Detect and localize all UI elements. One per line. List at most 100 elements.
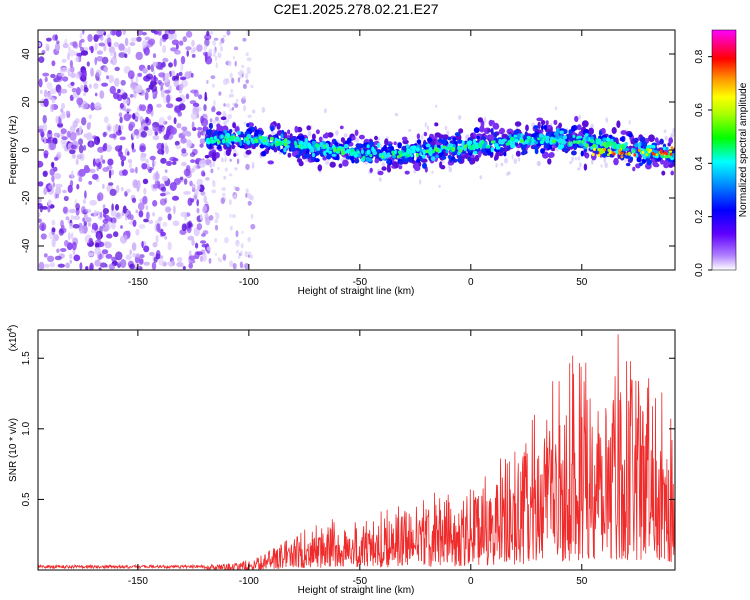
noise-speckle — [41, 206, 48, 210]
signal-mark — [481, 139, 485, 145]
signal-mark — [350, 151, 354, 157]
signal-mark — [582, 138, 585, 142]
noise-speckle — [117, 261, 122, 267]
signal-mark — [648, 134, 655, 142]
signal-mark — [452, 158, 458, 163]
noise-speckle — [102, 204, 106, 210]
signal-mark — [377, 142, 380, 149]
signal-mark — [396, 155, 400, 159]
signal-mark — [368, 141, 375, 147]
noise-speckle — [57, 123, 63, 127]
noise-speckle — [175, 97, 183, 102]
noise-speckle — [122, 205, 127, 214]
noise-speckle — [223, 34, 226, 39]
noise-speckle — [161, 175, 169, 182]
noise-speckle — [230, 88, 234, 93]
signal-mark — [457, 139, 463, 144]
signal-halo-speckle — [408, 129, 412, 132]
noise-speckle — [127, 46, 131, 55]
signal-mark — [632, 149, 635, 154]
noise-speckle — [147, 64, 151, 71]
signal-halo-speckle — [458, 114, 462, 120]
signal-hot-mark — [628, 152, 631, 156]
noise-speckle — [247, 200, 252, 206]
noise-speckle — [120, 79, 126, 86]
noise-speckle — [39, 205, 43, 213]
noise-speckle — [129, 42, 136, 46]
noise-speckle — [40, 233, 47, 240]
signal-halo-speckle — [605, 117, 609, 123]
noise-speckle — [80, 47, 84, 52]
signal-hot-mark — [603, 148, 606, 152]
noise-speckle — [99, 262, 108, 268]
noise-speckle — [165, 207, 171, 212]
signal-mark — [437, 138, 443, 143]
signal-mark — [557, 144, 563, 150]
noise-speckle — [181, 161, 187, 167]
x-tick-label: -100 — [239, 277, 259, 288]
signal-mark — [278, 141, 283, 147]
signal-mark — [490, 128, 494, 135]
signal-mark — [354, 129, 359, 136]
signal-mark — [625, 162, 631, 167]
noise-speckle — [88, 237, 94, 244]
noise-speckle — [247, 251, 252, 255]
noise-speckle — [93, 82, 99, 90]
signal-mark — [287, 129, 291, 135]
signal-mark — [646, 159, 652, 166]
signal-mark — [559, 130, 564, 135]
noise-speckle — [132, 113, 136, 120]
signal-mark — [430, 156, 436, 162]
noise-speckle — [152, 184, 158, 189]
signal-mark — [270, 142, 274, 147]
noise-speckle — [99, 211, 103, 218]
noise-speckle — [43, 187, 48, 195]
signal-mark — [533, 125, 539, 130]
signal-mark — [545, 135, 550, 140]
signal-mark — [406, 148, 410, 154]
noise-speckle — [121, 160, 125, 167]
signal-mark — [233, 153, 237, 157]
signal-mark — [457, 145, 462, 151]
noise-speckle — [228, 173, 233, 177]
signal-mark — [299, 145, 304, 150]
noise-speckle — [245, 52, 249, 57]
signal-hot-mark — [645, 153, 649, 157]
signal-hot-mark — [655, 153, 659, 157]
x-tick-label: 0 — [468, 277, 474, 288]
signal-halo-speckle — [571, 156, 574, 162]
noise-speckle — [131, 197, 137, 203]
noise-speckle — [180, 211, 188, 217]
signal-hot-mark — [670, 146, 674, 150]
noise-speckle — [176, 257, 183, 262]
signal-halo-speckle — [603, 157, 607, 163]
noise-speckle — [183, 191, 192, 195]
noise-speckle — [139, 116, 144, 123]
noise-speckle — [120, 187, 124, 192]
noise-speckle — [232, 55, 235, 60]
noise-speckle — [89, 199, 97, 206]
noise-speckle — [187, 221, 191, 229]
signal-mark — [665, 146, 669, 151]
signal-mark — [571, 150, 577, 156]
noise-speckle — [203, 104, 207, 112]
signal-mark — [333, 147, 337, 153]
noise-speckle — [97, 192, 104, 202]
noise-speckle — [108, 182, 114, 186]
noise-speckle — [96, 56, 104, 62]
signal-halo-speckle — [511, 154, 514, 160]
noise-speckle — [152, 135, 160, 141]
signal-mark — [346, 137, 352, 144]
noise-speckle — [202, 172, 206, 177]
colorbar-gradient — [711, 29, 737, 271]
signal-mark — [326, 153, 332, 160]
noise-speckle — [45, 43, 50, 51]
noise-speckle — [93, 34, 99, 42]
signal-mark — [490, 147, 494, 153]
signal-hot-mark — [659, 150, 663, 154]
noise-speckle — [148, 220, 154, 224]
noise-speckle — [79, 262, 83, 270]
noise-speckle — [43, 253, 48, 258]
snr-multiplier-close: ) — [8, 325, 19, 328]
signal-mark — [628, 132, 633, 138]
